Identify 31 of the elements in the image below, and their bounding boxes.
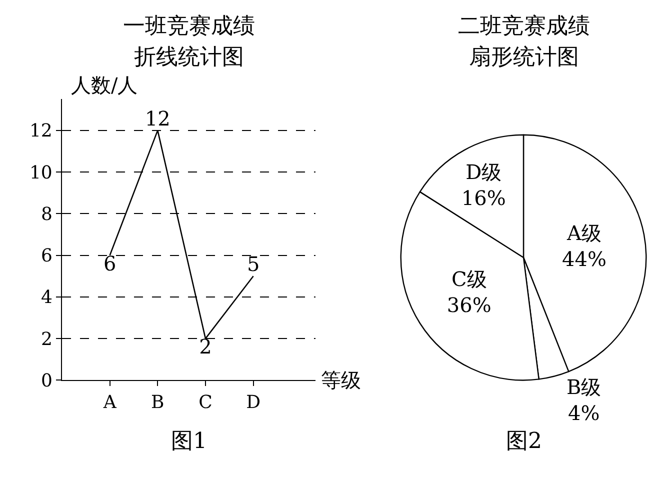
y-tick-label: 0 [40, 370, 52, 392]
data-label: 2 [199, 334, 212, 359]
data-label: 5 [246, 252, 260, 276]
chart-subtitle: 折线统计图 [134, 45, 244, 70]
x-tick-label: D [246, 392, 261, 413]
data-label: 16% [461, 186, 506, 210]
chart-title: 一班竞赛成绩 [123, 14, 255, 39]
x-tick-label: A [102, 392, 118, 413]
data-label: 44% [562, 246, 607, 271]
slice-label: C级 [451, 267, 487, 292]
y-axis-title: 人数/人 [71, 73, 138, 97]
caption: 图2 [506, 429, 542, 454]
x-tick-label: B [151, 392, 164, 413]
slice-label: A级 [566, 220, 602, 245]
y-tick-label: 8 [40, 204, 52, 225]
y-tick-label: 10 [29, 162, 52, 184]
chart-title: 二班竞赛成绩 [458, 14, 590, 39]
y-tick-label: 6 [40, 246, 52, 267]
data-label: 6 [103, 251, 116, 276]
chart-subtitle: 扇形统计图 [469, 45, 579, 70]
caption: 图1 [171, 429, 207, 454]
data-label: 36% [446, 293, 492, 318]
data-label: 12 [144, 106, 170, 130]
slice-label: B级 [566, 374, 602, 399]
y-tick-label: 12 [29, 120, 52, 142]
y-tick-label: 2 [40, 328, 52, 350]
y-tick-label: 4 [40, 287, 52, 308]
data-label: 4% [568, 400, 600, 425]
x-tick-label: C [198, 392, 212, 413]
x-axis-title: 等级 [321, 368, 361, 392]
slice-label: D级 [466, 160, 502, 184]
